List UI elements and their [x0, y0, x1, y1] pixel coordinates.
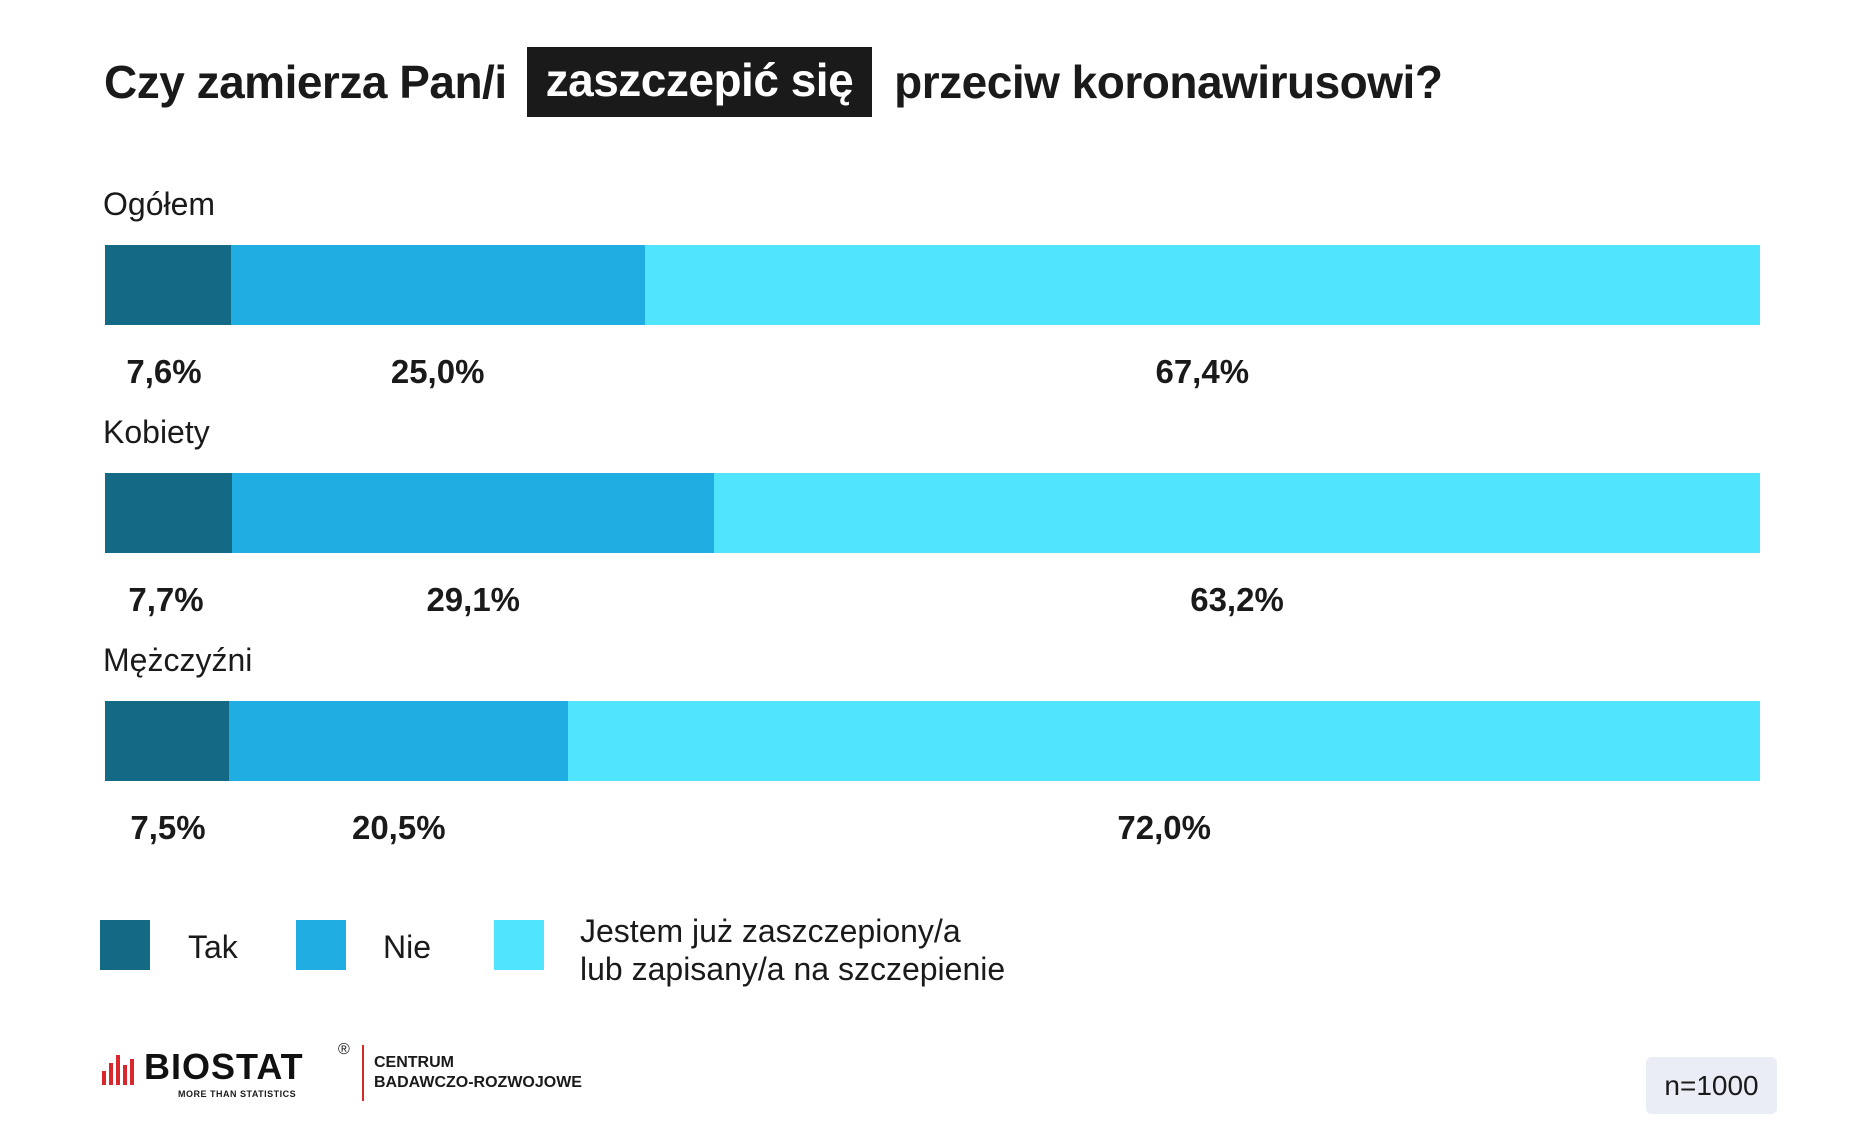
group-label-kobiety: Kobiety — [103, 414, 210, 450]
title-highlight: zaszczepić się — [526, 47, 873, 117]
legend: Tak Nie Jestem już zaszczepiony/a lub za… — [100, 913, 1100, 1000]
legend-label-nie: Nie — [383, 929, 432, 965]
bar-segment-zaszczepiony-mezczyzni — [568, 701, 1760, 781]
value-label-nie-mezczyzni: 20,5% — [351, 809, 446, 846]
value-label-zaszczepiony-mezczyzni: 72,0% — [1117, 809, 1211, 846]
value-label-nie-ogolem: 25,0% — [390, 353, 485, 390]
logo-divider — [362, 1045, 364, 1101]
group-label-ogolem: Ogółem — [103, 186, 216, 222]
value-label-tak-mezczyzni: 7,5% — [130, 809, 206, 846]
logo-center-name: CENTRUM BADAWCZO-ROZWOJOWE — [374, 1054, 582, 1091]
bar-segment-nie-ogolem — [230, 245, 645, 325]
group-label-mezczyzni: Mężczyźni — [103, 642, 253, 678]
bar-segment-tak-ogolem — [105, 245, 231, 325]
bar-segment-zaszczepiony-kobiety — [714, 473, 1760, 553]
logo-wordmark: BIOSTAT — [144, 1046, 304, 1087]
biostat-logo: BIOSTAT ® MORE THAN STATISTICS CENTRUM B… — [102, 1041, 622, 1103]
chart-title: Czy zamierza Pan/i zaszczepić się przeci… — [104, 44, 1443, 120]
bar-chart-icon — [102, 1055, 134, 1085]
bar-segment-nie-mezczyzni — [229, 701, 569, 781]
value-label-nie-kobiety: 29,1% — [426, 581, 521, 618]
value-label-zaszczepiony-ogolem: 67,4% — [1155, 353, 1250, 390]
sample-size-badge: n=1000 — [1646, 1057, 1777, 1114]
value-label-tak-ogolem: 7,6% — [126, 353, 202, 390]
legend-label-zaszczepiony: Jestem już zaszczepiony/a lub zapisany/a… — [580, 913, 1006, 987]
title-text-before: Czy zamierza Pan/i — [104, 56, 507, 108]
legend-label-tak: Tak — [188, 929, 238, 965]
bar-segment-tak-kobiety — [105, 473, 233, 553]
bar-kobiety — [105, 473, 1760, 553]
legend-swatch-zaszczepiony — [494, 920, 544, 970]
logo-tagline: MORE THAN STATISTICS — [178, 1089, 297, 1099]
value-label-tak-kobiety: 7,7% — [128, 581, 204, 618]
bar-segment-tak-mezczyzni — [105, 701, 230, 781]
bar-segment-zaszczepiony-ogolem — [644, 245, 1760, 325]
registered-mark: ® — [338, 1041, 350, 1058]
bar-segment-nie-kobiety — [232, 473, 715, 553]
value-label-zaszczepiony-kobiety: 63,2% — [1190, 581, 1284, 618]
bar-mezczyzni — [105, 701, 1760, 781]
title-text-after: przeciw koronawirusowi? — [894, 56, 1443, 108]
bar-ogolem — [105, 245, 1760, 325]
legend-swatch-nie — [296, 920, 346, 970]
legend-swatch-tak — [100, 920, 150, 970]
